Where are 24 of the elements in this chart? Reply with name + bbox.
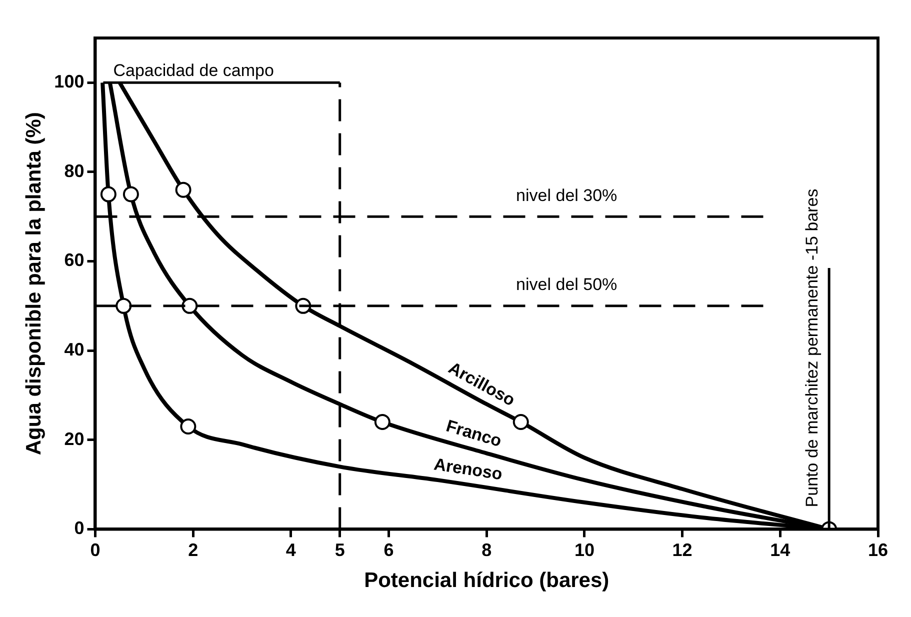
y-axis-title: Agua disponible para la planta (%) [22,112,46,456]
ref-line-label: Capacidad de campo [113,60,274,80]
x-axis-title: Potencial hídrico (bares) [364,569,610,592]
x-tick-label: 14 [770,540,790,560]
x-tick-label: 2 [188,540,198,560]
y-tick-label: 60 [64,250,84,270]
y-tick-label: 20 [64,428,84,449]
text: Arenoso [432,454,504,484]
ref-line-label: Punto de marchitez permanente -15 bares [802,188,822,508]
x-tick-label: 16 [868,540,888,560]
y-tick-label: 80 [64,160,84,181]
ref-line-label: nivel del 50% [516,275,618,294]
y-tick-label: 100 [54,72,84,92]
y-tick-label: 40 [64,340,84,360]
x-tick-label: 5 [334,540,345,560]
x-tick-label: 12 [672,540,692,560]
x-tick-label: 4 [286,540,296,560]
x-tick-label: 8 [482,540,492,560]
x-tick-label: 0 [90,540,100,560]
ref-line-label: nivel del 30% [516,186,618,205]
text: Franco [444,416,504,451]
x-tick-label: 10 [574,540,594,560]
x-tick-label: 6 [384,540,394,560]
y-tick-label: 0 [74,518,84,538]
